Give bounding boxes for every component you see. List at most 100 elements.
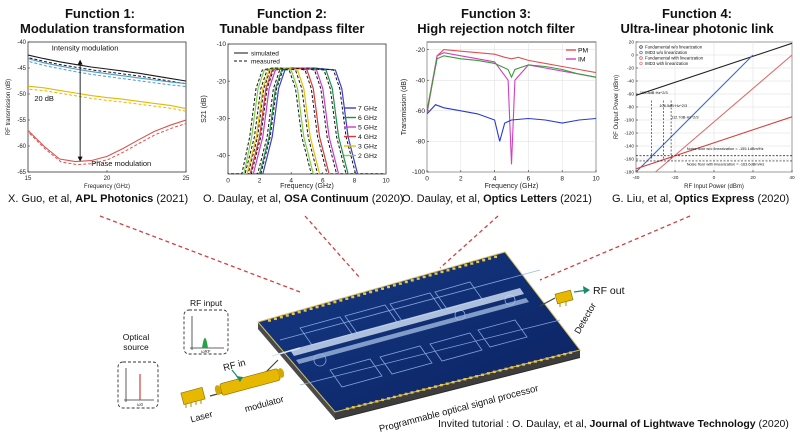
y-tick-label: -50 <box>17 92 26 98</box>
chip-pad <box>369 401 373 405</box>
y-tick-label: -20 <box>416 47 426 54</box>
series-line-dashed <box>228 67 384 174</box>
y-tick-label: -160 <box>624 157 634 163</box>
x-tick-label: 6 <box>321 178 325 185</box>
annotation-intensity: Intensity modulation <box>52 43 119 52</box>
chip-pad <box>273 317 277 321</box>
y-tick-label: -60 <box>627 92 634 98</box>
chart-annotation: 105.8dB·Hz^2/3 <box>640 90 668 95</box>
chip-pad <box>488 257 492 260</box>
x-tick-label: 25 <box>183 176 190 182</box>
chip-pad <box>428 386 432 390</box>
chip-pad <box>452 267 456 270</box>
x-tick-label: 0 <box>425 176 429 183</box>
chip-pad <box>357 294 361 297</box>
x-tick-label: 8 <box>560 176 564 183</box>
chip-pad <box>475 375 479 378</box>
series-line-dashed <box>29 61 186 87</box>
chip-pad <box>434 385 437 388</box>
y-tick-label: 20 <box>629 40 635 46</box>
chip-pad <box>369 290 373 294</box>
chip-pad <box>381 287 384 290</box>
chip-pads <box>267 255 573 410</box>
legend-entry: Fundamental w/o linearization <box>645 45 703 50</box>
series-line <box>636 54 754 172</box>
x-axis-label: Frequency (GHz) <box>84 184 130 190</box>
chip-pad <box>498 369 502 372</box>
chip-pad <box>345 297 349 300</box>
chip-pad <box>375 289 379 292</box>
panel-1-heading: Function 1: Modulation transformation <box>20 6 185 36</box>
y-axis-label: RF Output Power (dBm) <box>614 75 620 139</box>
y-axis-label: Transmission (dB) <box>401 79 408 136</box>
chip-pad <box>510 366 514 369</box>
chip-pad <box>333 300 337 304</box>
panel-4-heading: Function 4: Ultra-linear photonic link <box>620 6 774 36</box>
y-tick-label: -10 <box>217 41 227 48</box>
chip-pad <box>539 358 543 362</box>
chip-pad <box>381 398 385 402</box>
chip-pad <box>363 292 367 295</box>
chip-pad <box>416 277 420 280</box>
chip-pad <box>486 372 490 375</box>
x-tick-label: 4 <box>493 176 497 183</box>
chip-pad <box>557 354 561 357</box>
x-tick-label: -20 <box>672 175 679 181</box>
series-line-dashed <box>29 122 186 166</box>
x-tick-label: 2 <box>459 176 463 183</box>
chip-pad <box>285 314 289 317</box>
chip-pad <box>522 363 526 366</box>
y-tick-label: -60 <box>17 144 26 150</box>
rf-out-label: RF out <box>593 285 625 297</box>
legend-entry: IMD3 with linearization <box>645 61 689 66</box>
legend-simulated: simulated <box>251 51 279 58</box>
y-tick-label: 0 <box>631 53 634 59</box>
y-tick-label: -80 <box>416 139 426 146</box>
chip-pad <box>516 364 520 368</box>
chart-modulation-transformation: 15 20 25 -40 -45 -50 -55 -60 -65 Frequency (GHz) R… <box>6 40 190 190</box>
y-tick-label: -40 <box>17 40 26 46</box>
chip-pad <box>351 295 355 299</box>
citation-3: O. Daulay, et al, Optics Letters (2021) <box>402 193 592 205</box>
chip-pad <box>481 373 484 376</box>
y-tick-label: -55 <box>17 118 26 124</box>
chip-pad <box>392 284 396 287</box>
chip <box>257 251 581 413</box>
y-tick-label: -80 <box>627 105 634 111</box>
y-tick-label: -60 <box>416 108 426 115</box>
x-tick-label: 40 <box>789 175 795 181</box>
rf-in-arrow <box>231 369 243 382</box>
x-tick-label: 0 <box>226 178 230 185</box>
series-line <box>228 67 386 174</box>
series-line <box>427 104 596 142</box>
series-line <box>655 54 792 172</box>
chip-pad <box>386 285 390 289</box>
legend-marker <box>639 61 643 66</box>
legend-measured: measured <box>251 59 280 66</box>
legend-entry: 6 GHz <box>358 115 378 122</box>
legend-entry: 2 GHz <box>358 153 378 160</box>
chip-pad <box>428 274 432 277</box>
chip-pad <box>439 383 443 387</box>
y-tick-label: -30 <box>217 115 227 122</box>
chip-pad <box>387 397 390 400</box>
chip-pad <box>398 394 402 397</box>
rf-input-label: RF input <box>190 298 223 308</box>
panel-2-heading: Function 2: Tunable bandpass filter <box>219 6 365 36</box>
citation-1: X. Guo, et al, APL Photonics (2021) <box>8 193 189 205</box>
chart-annotation: 112.7dB·Hz^2/3 <box>671 115 699 120</box>
chip-pad <box>297 310 301 314</box>
x-axis-label: RF Input Power (dBm) <box>684 184 744 190</box>
legend-entry: 7 GHz <box>358 106 378 113</box>
legend-entry: Fundamental with linearization <box>645 56 704 61</box>
system-diagram: Programmable optical signal processor La… <box>99 215 691 435</box>
chip-pad <box>327 302 331 305</box>
series-line <box>228 67 386 174</box>
citation-2: O. Daulay, et al, OSA Continuum (2020) <box>203 193 404 205</box>
fiber-output <box>539 297 556 307</box>
arrow-head <box>77 59 83 65</box>
chip-pad <box>416 389 420 393</box>
series-line <box>636 116 792 170</box>
y-tick-label: -140 <box>624 144 634 150</box>
legend-entry: 3 GHz <box>358 144 378 151</box>
